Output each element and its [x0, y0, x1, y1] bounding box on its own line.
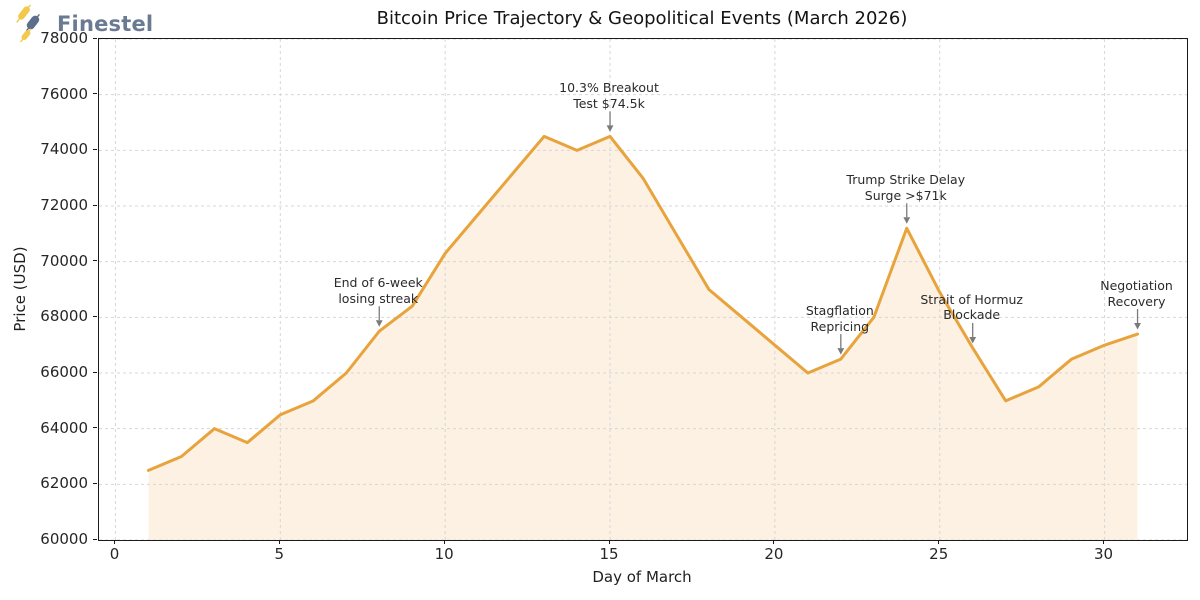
chart-title: Bitcoin Price Trajectory & Geopolitical …	[376, 8, 908, 29]
x-tick-label: 20	[764, 545, 784, 563]
y-tick	[93, 427, 97, 429]
y-tick-label: 64000	[40, 418, 88, 437]
y-tick-label: 66000	[40, 363, 88, 381]
annotation-label-line: 10.3% Breakout	[559, 80, 659, 96]
annotation-label-line: losing streak	[338, 290, 419, 306]
annotation-arrow-head	[375, 320, 383, 327]
x-tick	[278, 540, 280, 544]
price-line	[146, 134, 1140, 472]
x-tick-label: 25	[929, 545, 949, 563]
area-fill	[148, 136, 1138, 540]
x-tick	[938, 540, 940, 544]
annotation-label-line: End of 6-week	[333, 275, 423, 291]
annotation-arrow-head	[837, 348, 845, 355]
annotation-label: 10.3% Breakout Test $74.5k	[559, 80, 659, 111]
finestel-candlestick-icon	[16, 5, 40, 43]
y-tick-label: 76000	[40, 84, 88, 103]
x-tick-label: 15	[599, 545, 619, 563]
y-tick-label: 72000	[40, 196, 88, 214]
brand-name: Finestel	[57, 12, 154, 36]
y-tick-label: 78000	[40, 29, 88, 47]
annotation-arrow-head	[606, 125, 614, 132]
annotation-label: Negotiation Recovery	[1100, 278, 1173, 309]
annotation-label: Stagflation Repricing	[806, 303, 874, 334]
x-tick-label: 10	[434, 545, 454, 563]
annotation-label-line: Trump Strike Delay	[846, 172, 966, 188]
x-axis-label: Day of March	[592, 568, 692, 586]
y-tick-label: 68000	[40, 307, 88, 326]
annotation-label-line: Repricing	[810, 318, 870, 334]
x-tick-label: 0	[109, 545, 120, 563]
brand-logo: Finestel	[10, 5, 153, 43]
y-tick	[93, 93, 97, 95]
y-tick	[93, 482, 97, 484]
annotation-label-line: Recovery	[1107, 293, 1166, 309]
x-tick	[608, 540, 610, 544]
candle-body-yellow-top	[18, 6, 30, 20]
y-tick-label: 62000	[40, 474, 88, 493]
annotation-arrow-head	[1134, 323, 1141, 330]
y-tick-label: 70000	[40, 251, 88, 270]
annotation-label-line: Test $74.5k	[573, 95, 645, 111]
x-tick	[773, 540, 775, 544]
y-tick	[93, 37, 97, 39]
annotation-arrow-head	[903, 217, 911, 224]
y-tick	[93, 371, 97, 373]
y-tick	[93, 260, 97, 262]
annotation-label-line: Surge >$71k	[864, 187, 947, 203]
x-tick-label: 30	[1094, 545, 1114, 563]
plot-area	[98, 38, 1188, 541]
x-tick-label: 5	[274, 545, 285, 563]
annotation-label-line: Blockade	[943, 307, 1001, 323]
candle-body-yellow-bottom	[21, 30, 31, 40]
candle-body-slate	[26, 15, 40, 30]
annotation-label: End of 6-week losing streak	[334, 275, 423, 306]
annotation-label-line: Negotiation	[1100, 278, 1173, 294]
x-tick	[1103, 540, 1105, 544]
y-tick	[93, 204, 97, 206]
annotation-label-line: Stagflation	[805, 303, 874, 319]
y-tick-label: 60000	[40, 530, 88, 548]
y-tick-label: 74000	[40, 140, 88, 159]
x-tick	[113, 540, 115, 544]
y-tick	[93, 315, 97, 317]
y-tick	[93, 538, 97, 540]
y-tick	[93, 148, 97, 150]
price-line-chart	[99, 39, 1187, 540]
annotation-label: Strait of Hormuz Blockade	[920, 292, 1023, 323]
annotation-label: Trump Strike Delay Surge >$71k	[846, 172, 965, 203]
x-tick	[443, 540, 445, 544]
annotation-arrow-head	[969, 336, 977, 344]
annotation-label-line: Strait of Hormuz	[920, 291, 1024, 307]
